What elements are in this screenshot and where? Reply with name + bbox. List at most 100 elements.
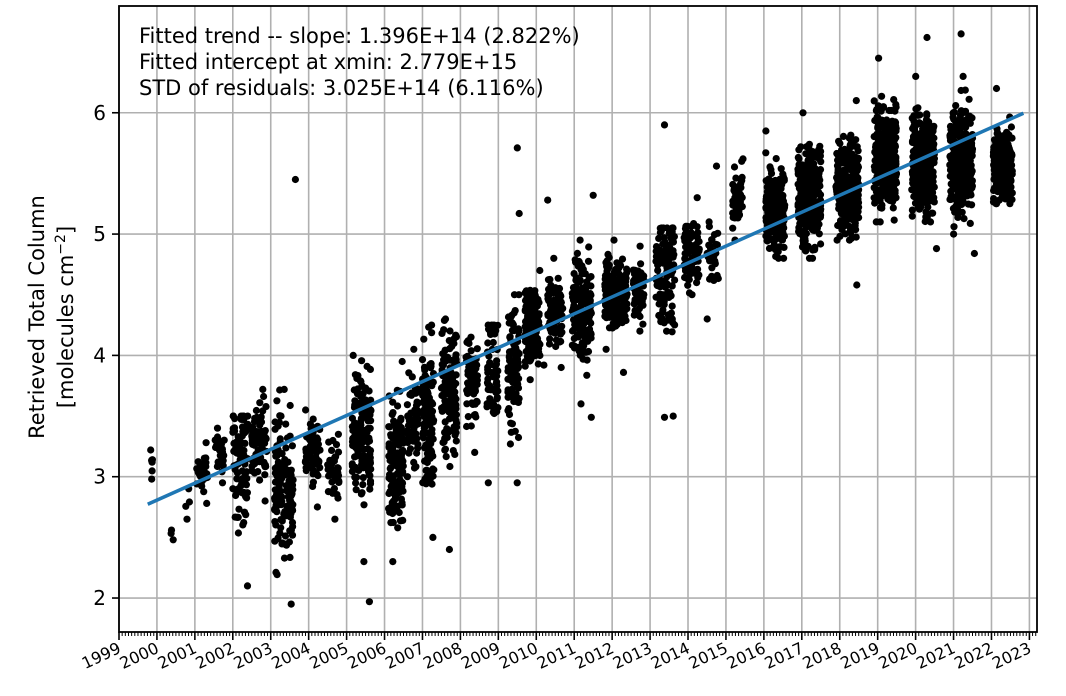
- data-point: [357, 377, 365, 386]
- data-point: [667, 309, 676, 317]
- data-point: [464, 413, 472, 421]
- data-point: [815, 230, 823, 238]
- data-point: [493, 357, 501, 365]
- data-point: [472, 413, 480, 421]
- data-point: [575, 258, 583, 266]
- data-point: [492, 379, 500, 388]
- data-point: [203, 499, 211, 507]
- data-point: [429, 533, 437, 542]
- data-point: [511, 344, 520, 352]
- data-point: [622, 292, 631, 301]
- data-point: [914, 104, 922, 112]
- data-point: [833, 149, 841, 158]
- data-point-outlier: [957, 30, 965, 38]
- data-point: [546, 335, 554, 343]
- data-point: [663, 327, 671, 335]
- data-point: [949, 204, 958, 213]
- data-point: [778, 225, 786, 233]
- data-point: [484, 385, 492, 394]
- data-point: [410, 436, 419, 444]
- data-point: [238, 475, 247, 483]
- data-point: [217, 458, 225, 466]
- data-point: [241, 439, 249, 447]
- data-point: [809, 182, 818, 190]
- data-point: [366, 472, 374, 480]
- data-point: [442, 402, 450, 410]
- data-point: [510, 378, 518, 387]
- data-point: [420, 363, 429, 371]
- data-point: [472, 364, 480, 373]
- data-point: [882, 181, 891, 189]
- data-point: [797, 197, 805, 205]
- trend-line: [147, 111, 1025, 506]
- data-point: [584, 257, 593, 265]
- data-point: [852, 97, 860, 105]
- data-point: [683, 249, 692, 258]
- data-point: [671, 321, 679, 329]
- data-point: [448, 400, 456, 408]
- data-point: [271, 478, 280, 486]
- data-point: [213, 441, 221, 449]
- data-point: [473, 345, 481, 353]
- data-point: [404, 438, 412, 447]
- data-point: [425, 429, 433, 437]
- data-point: [946, 133, 955, 141]
- data-point: [366, 454, 374, 462]
- data-point: [968, 114, 976, 122]
- data-point: [467, 422, 475, 430]
- data-point: [703, 315, 711, 323]
- data-point: [521, 362, 529, 370]
- y-axis: 2 3 4 5 6: [93, 101, 119, 610]
- data-point-outlier: [515, 209, 523, 218]
- data-point: [393, 451, 401, 459]
- data-point: [813, 209, 821, 217]
- data-point: [169, 536, 177, 544]
- data-point: [1002, 162, 1010, 170]
- data-point: [577, 328, 585, 336]
- data-point: [927, 139, 935, 147]
- data-point: [957, 107, 965, 115]
- data-point: [922, 189, 930, 197]
- data-point: [287, 600, 295, 608]
- data-point: [878, 192, 886, 201]
- data-point: [799, 236, 807, 245]
- data-point: [250, 418, 259, 426]
- data-point: [256, 476, 264, 484]
- data-point: [490, 409, 498, 418]
- data-point: [669, 238, 677, 246]
- data-point: [623, 265, 631, 273]
- data-point: [428, 398, 436, 407]
- data-point: [772, 182, 780, 190]
- data-point: [424, 381, 432, 389]
- data-point: [872, 147, 881, 155]
- data-point: [334, 494, 342, 502]
- data-point: [881, 126, 889, 134]
- data-point: [533, 297, 541, 305]
- data-point: [992, 84, 1001, 93]
- data-point: [231, 415, 239, 423]
- data-point: [237, 482, 245, 490]
- data-point: [840, 194, 848, 202]
- data-point: [953, 182, 961, 190]
- data-point: [991, 165, 999, 173]
- data-point: [731, 214, 739, 222]
- data-point: [389, 509, 397, 518]
- data-point: [687, 229, 695, 237]
- data-point: [423, 466, 431, 474]
- data-point: [577, 344, 585, 352]
- data-point: [1002, 155, 1010, 163]
- data-point: [1002, 172, 1011, 180]
- data-point: [234, 444, 242, 452]
- data-point: [655, 246, 664, 255]
- data-point: [445, 408, 453, 416]
- data-point: [314, 446, 322, 455]
- y-axis-label-unit: [molecules cm: [54, 255, 78, 408]
- data-point: [364, 438, 372, 446]
- data-point: [960, 215, 968, 223]
- data-point: [913, 111, 921, 119]
- data-point: [288, 531, 297, 539]
- data-point: [242, 481, 250, 489]
- data-point: [854, 195, 862, 203]
- data-point: [630, 311, 638, 319]
- data-point-outlier: [365, 598, 373, 606]
